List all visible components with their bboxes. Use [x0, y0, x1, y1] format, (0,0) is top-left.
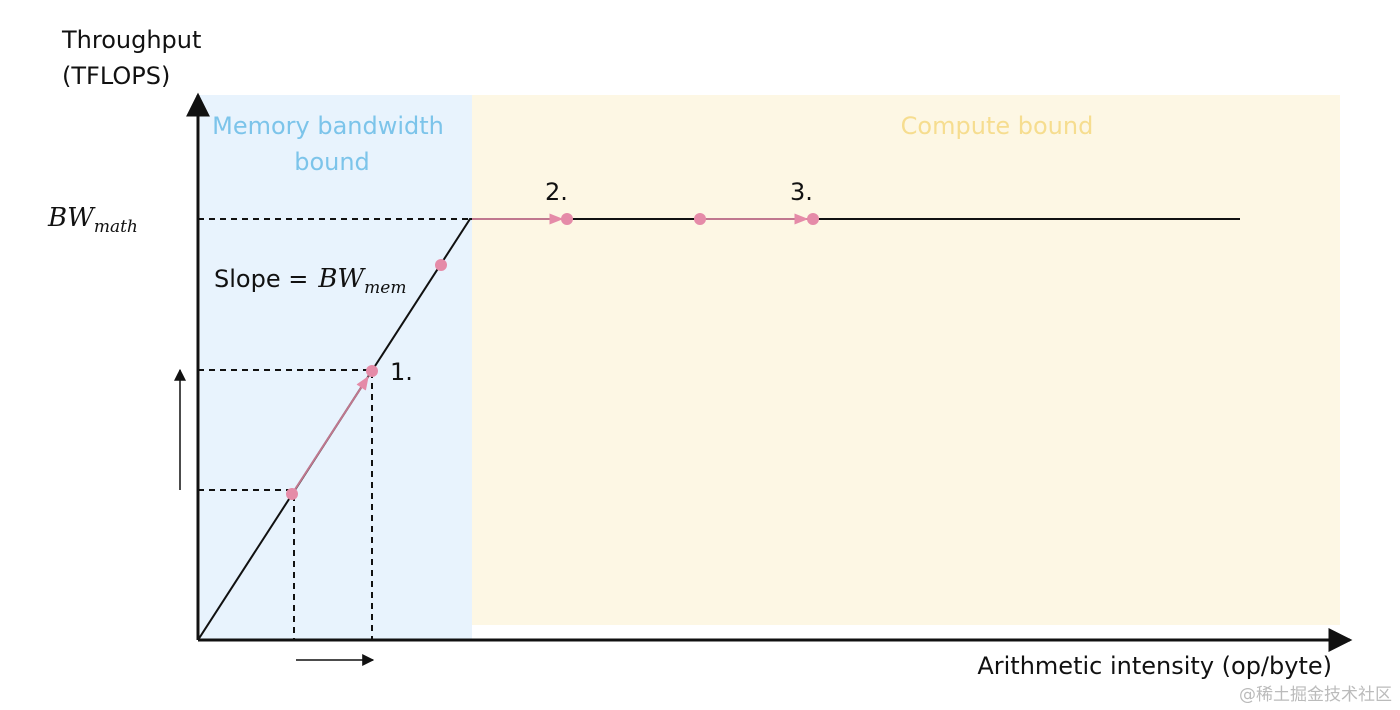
- point-label: 2.: [545, 178, 568, 206]
- move-arrow: [291, 375, 369, 495]
- memory-region: [200, 95, 472, 640]
- watermark: @稀土掘金技术社区: [1239, 685, 1392, 705]
- point-label: 3.: [790, 178, 813, 206]
- x-axis-label: Arithmetic intensity (op/byte): [977, 652, 1332, 680]
- slope-label: Slope = BWmem: [214, 264, 406, 298]
- y-axis-label: (TFLOPS): [62, 62, 170, 90]
- points: [286, 213, 819, 500]
- y-axis-label: Throughput: [61, 26, 201, 54]
- compute-region: [472, 95, 1340, 625]
- region-label: Memory bandwidth: [212, 112, 444, 140]
- roof-label: BWmath: [47, 203, 138, 237]
- point-label: 1.: [390, 358, 413, 386]
- region-label: bound: [294, 148, 370, 176]
- roofline: [197, 218, 1240, 641]
- region-label: Compute bound: [901, 112, 1094, 140]
